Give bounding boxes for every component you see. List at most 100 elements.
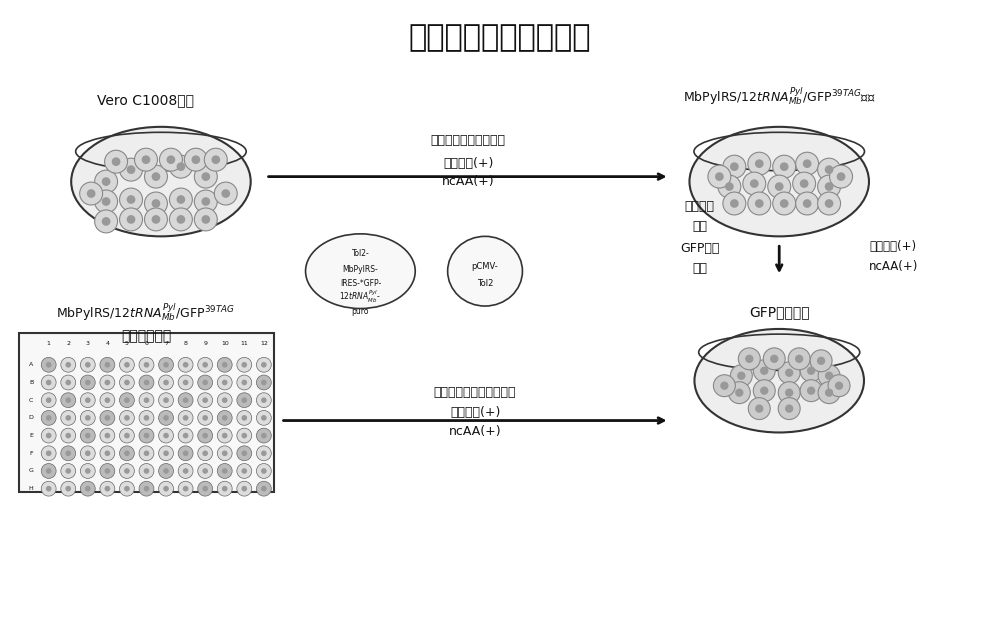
Circle shape xyxy=(61,357,76,372)
Circle shape xyxy=(214,182,237,205)
Circle shape xyxy=(775,182,784,191)
Circle shape xyxy=(163,486,169,492)
Text: F: F xyxy=(29,451,33,456)
Circle shape xyxy=(105,415,110,421)
Circle shape xyxy=(100,446,115,461)
Circle shape xyxy=(222,415,228,421)
Circle shape xyxy=(730,199,739,208)
Circle shape xyxy=(178,410,193,425)
Circle shape xyxy=(178,392,193,408)
Circle shape xyxy=(773,192,796,215)
Circle shape xyxy=(105,468,110,474)
Circle shape xyxy=(818,365,840,387)
Text: 嘌呤霉素(+): 嘌呤霉素(+) xyxy=(450,406,500,418)
Circle shape xyxy=(807,367,815,375)
Circle shape xyxy=(152,199,160,208)
Circle shape xyxy=(256,481,271,496)
Circle shape xyxy=(198,392,213,408)
Circle shape xyxy=(241,398,247,403)
Circle shape xyxy=(800,360,822,382)
Circle shape xyxy=(100,464,115,478)
Circle shape xyxy=(183,398,188,403)
Circle shape xyxy=(178,481,193,496)
Circle shape xyxy=(730,365,752,387)
Circle shape xyxy=(738,348,760,370)
Circle shape xyxy=(723,155,746,178)
Circle shape xyxy=(222,433,228,439)
Circle shape xyxy=(800,380,822,401)
Circle shape xyxy=(144,433,149,439)
Text: 8: 8 xyxy=(184,341,188,346)
Circle shape xyxy=(159,148,182,171)
Circle shape xyxy=(261,415,267,421)
Circle shape xyxy=(80,182,103,205)
Circle shape xyxy=(159,392,173,408)
Circle shape xyxy=(241,451,247,456)
Circle shape xyxy=(204,148,227,171)
Circle shape xyxy=(80,392,95,408)
Circle shape xyxy=(41,428,56,443)
Text: GFP阳性: GFP阳性 xyxy=(680,242,719,255)
Circle shape xyxy=(183,380,188,386)
Circle shape xyxy=(785,389,793,397)
Circle shape xyxy=(144,398,149,403)
Circle shape xyxy=(119,357,134,372)
Circle shape xyxy=(256,357,271,372)
Circle shape xyxy=(807,387,815,395)
Text: puro: puro xyxy=(352,307,369,316)
Circle shape xyxy=(237,428,252,443)
Circle shape xyxy=(144,468,149,474)
Circle shape xyxy=(735,389,744,397)
Circle shape xyxy=(159,481,173,496)
Circle shape xyxy=(718,175,741,198)
Circle shape xyxy=(139,464,154,478)
Circle shape xyxy=(41,446,56,461)
Circle shape xyxy=(755,199,764,208)
Circle shape xyxy=(755,159,764,168)
Circle shape xyxy=(818,382,840,404)
Circle shape xyxy=(222,451,228,456)
Text: Tol2: Tol2 xyxy=(477,279,493,288)
Circle shape xyxy=(152,172,160,181)
Circle shape xyxy=(124,486,130,492)
Circle shape xyxy=(61,375,76,390)
Circle shape xyxy=(201,197,210,206)
Text: 单克隆细胞系: 单克隆细胞系 xyxy=(121,329,171,343)
Circle shape xyxy=(144,486,149,492)
Circle shape xyxy=(237,357,252,372)
Circle shape xyxy=(241,433,247,439)
Circle shape xyxy=(95,210,118,233)
Circle shape xyxy=(810,350,832,372)
Circle shape xyxy=(178,428,193,443)
Circle shape xyxy=(768,175,791,198)
Circle shape xyxy=(217,375,232,390)
Circle shape xyxy=(184,148,207,171)
Circle shape xyxy=(139,410,154,425)
Circle shape xyxy=(800,179,809,188)
Circle shape xyxy=(202,380,208,386)
Circle shape xyxy=(183,362,188,368)
Circle shape xyxy=(788,348,810,370)
Circle shape xyxy=(169,155,192,178)
Circle shape xyxy=(124,451,130,456)
Circle shape xyxy=(163,362,169,368)
Circle shape xyxy=(817,357,825,365)
Text: 10: 10 xyxy=(221,341,229,346)
Circle shape xyxy=(61,446,76,461)
Text: 1: 1 xyxy=(47,341,51,346)
Circle shape xyxy=(144,362,149,368)
Circle shape xyxy=(119,446,134,461)
Text: 11: 11 xyxy=(240,341,248,346)
Circle shape xyxy=(120,208,142,231)
Circle shape xyxy=(825,182,833,191)
Circle shape xyxy=(80,410,95,425)
Circle shape xyxy=(748,152,771,175)
Circle shape xyxy=(261,362,267,368)
Text: 流式细胞分选阳性单克隆: 流式细胞分选阳性单克隆 xyxy=(434,386,516,399)
Circle shape xyxy=(198,481,213,496)
Circle shape xyxy=(100,357,115,372)
Circle shape xyxy=(61,410,76,425)
Text: ncAA(+): ncAA(+) xyxy=(449,425,501,439)
Circle shape xyxy=(803,199,812,208)
Circle shape xyxy=(825,199,833,208)
